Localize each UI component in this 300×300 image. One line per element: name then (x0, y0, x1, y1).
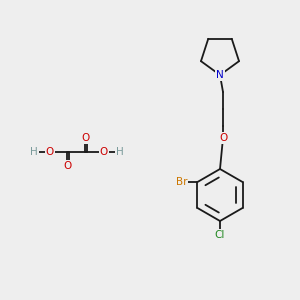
Text: Br: Br (176, 177, 187, 187)
Text: Cl: Cl (215, 230, 225, 240)
Text: N: N (216, 70, 224, 80)
Text: O: O (100, 147, 108, 157)
Text: H: H (116, 147, 124, 157)
Text: O: O (219, 133, 227, 143)
Text: O: O (46, 147, 54, 157)
Text: H: H (30, 147, 38, 157)
Text: O: O (64, 161, 72, 171)
Text: O: O (82, 133, 90, 143)
